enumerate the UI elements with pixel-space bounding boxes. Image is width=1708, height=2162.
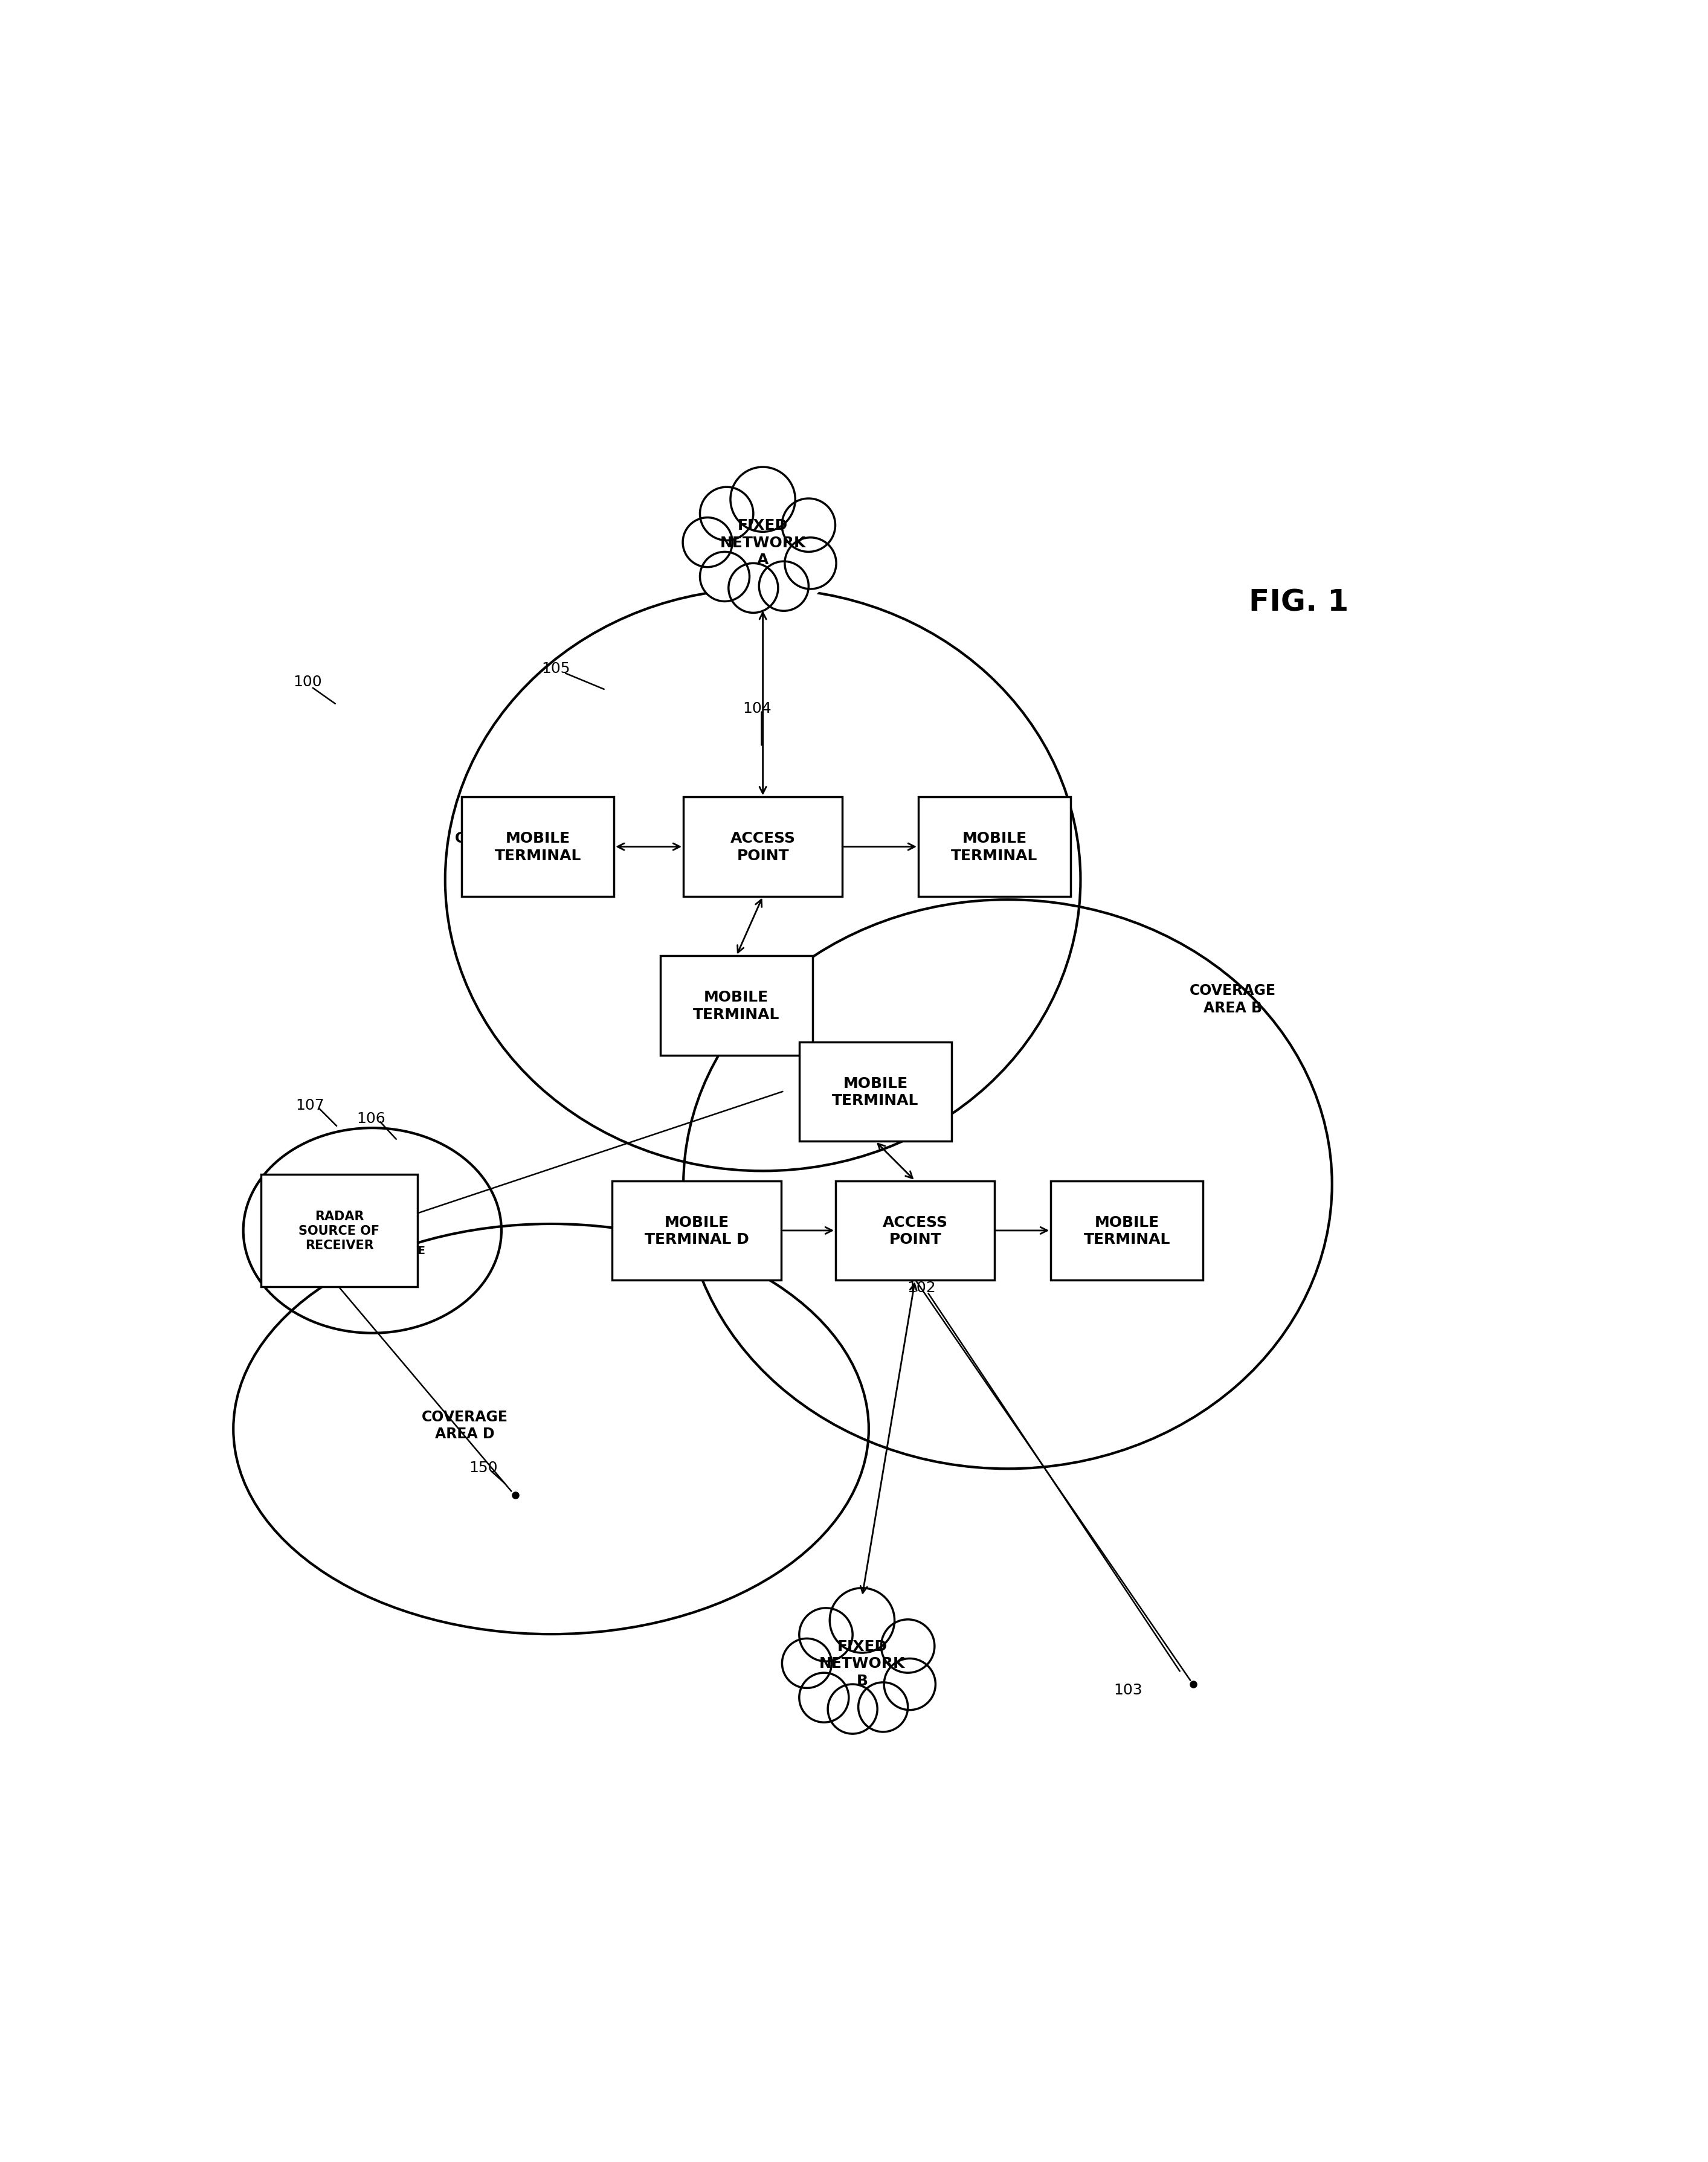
Text: 104: 104	[743, 700, 772, 716]
Circle shape	[729, 564, 779, 614]
Circle shape	[881, 1619, 934, 1673]
Circle shape	[700, 486, 753, 540]
Circle shape	[784, 538, 837, 590]
FancyBboxPatch shape	[611, 1180, 781, 1280]
Circle shape	[683, 519, 733, 566]
Circle shape	[859, 1682, 909, 1732]
Text: COVERAGE
AREA A: COVERAGE AREA A	[454, 830, 541, 863]
FancyBboxPatch shape	[461, 798, 613, 897]
Circle shape	[787, 1589, 936, 1738]
Circle shape	[731, 467, 796, 532]
Text: 103: 103	[1114, 1682, 1143, 1697]
FancyBboxPatch shape	[261, 1174, 417, 1286]
FancyBboxPatch shape	[835, 1180, 994, 1280]
Text: COVERAGE
AREA C: COVERAGE AREA C	[359, 1245, 425, 1269]
Circle shape	[830, 1589, 895, 1654]
Text: ACCESS
POINT: ACCESS POINT	[731, 830, 796, 863]
Text: 107: 107	[295, 1098, 325, 1111]
Text: FIG. 1: FIG. 1	[1249, 588, 1349, 616]
Text: MOBILE
TERMINAL D: MOBILE TERMINAL D	[644, 1215, 748, 1247]
Circle shape	[758, 562, 808, 612]
Circle shape	[688, 469, 837, 616]
Text: 100: 100	[294, 675, 321, 690]
FancyBboxPatch shape	[683, 798, 842, 897]
Text: 102: 102	[907, 1280, 936, 1295]
Circle shape	[799, 1673, 849, 1723]
Text: MOBILE
TERMINAL: MOBILE TERMINAL	[1083, 1215, 1170, 1247]
FancyBboxPatch shape	[661, 956, 813, 1055]
Text: MOBILE
TERMINAL: MOBILE TERMINAL	[693, 990, 779, 1023]
Text: FIXED
NETWORK
B: FIXED NETWORK B	[820, 1639, 905, 1689]
Text: MOBILE
TERMINAL: MOBILE TERMINAL	[951, 830, 1038, 863]
Circle shape	[828, 1684, 878, 1734]
Text: ACCESS
POINT: ACCESS POINT	[883, 1215, 948, 1247]
Text: COVERAGE
AREA D: COVERAGE AREA D	[422, 1410, 509, 1442]
Circle shape	[885, 1658, 936, 1710]
FancyBboxPatch shape	[799, 1042, 951, 1142]
Text: 105: 105	[541, 662, 570, 677]
FancyBboxPatch shape	[919, 798, 1071, 897]
Text: RADAR
SOURCE OF
RECEIVER: RADAR SOURCE OF RECEIVER	[299, 1211, 379, 1252]
Text: MOBILE
TERMINAL: MOBILE TERMINAL	[495, 830, 581, 863]
Text: FIXED
NETWORK
A: FIXED NETWORK A	[719, 519, 806, 566]
Text: COVERAGE
AREA B: COVERAGE AREA B	[1189, 984, 1276, 1016]
Circle shape	[799, 1609, 852, 1660]
FancyBboxPatch shape	[1050, 1180, 1202, 1280]
Circle shape	[782, 1639, 832, 1689]
Circle shape	[700, 551, 750, 601]
Text: 150: 150	[470, 1459, 497, 1474]
Circle shape	[782, 499, 835, 551]
Text: 106: 106	[357, 1111, 386, 1126]
Text: MOBILE
TERMINAL: MOBILE TERMINAL	[832, 1077, 919, 1107]
